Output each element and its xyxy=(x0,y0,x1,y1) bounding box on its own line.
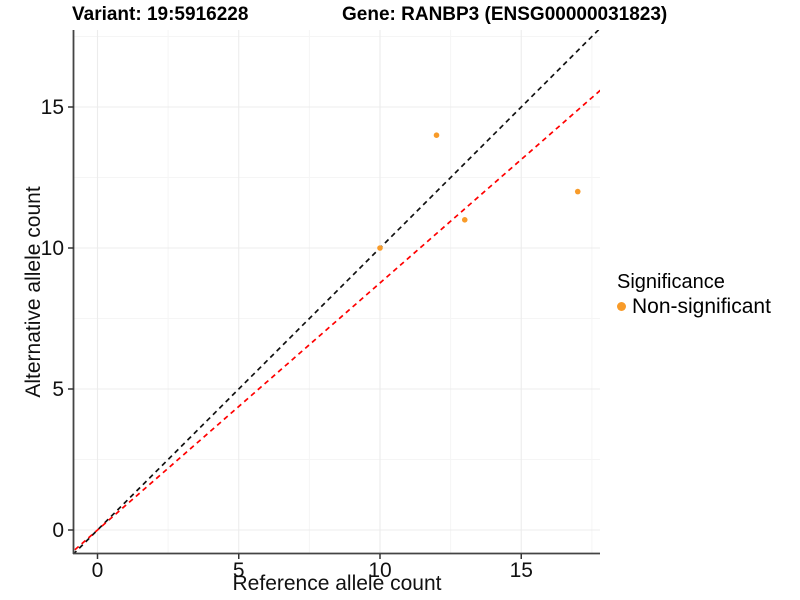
data-point xyxy=(433,132,440,138)
axis-tick-labels: 0 5 10 15 0 5 10 15 xyxy=(41,96,533,582)
identity-line xyxy=(74,30,600,553)
y-tick-label: 0 xyxy=(52,519,64,542)
x-tick-label: 0 xyxy=(92,559,104,582)
legend: Significance Non-significant xyxy=(617,271,771,318)
legend-point-icon xyxy=(617,302,626,312)
axis-lines xyxy=(72,30,600,555)
legend-item: Non-significant xyxy=(617,295,771,318)
data-point xyxy=(377,245,383,251)
fit-line xyxy=(74,89,600,552)
grid-minor-lines xyxy=(74,30,600,553)
y-tick-label: 5 xyxy=(52,378,64,401)
y-tick-label: 10 xyxy=(41,237,64,260)
axis-ticks xyxy=(68,106,522,559)
grid-major-lines xyxy=(74,30,600,553)
data-points xyxy=(377,132,581,251)
legend-item-label: Non-significant xyxy=(632,295,771,318)
plot-title-gene: Gene: RANBP3 (ENSG00000031823) xyxy=(342,4,668,25)
x-tick-label: 10 xyxy=(368,559,391,582)
x-tick-label: 5 xyxy=(233,559,245,582)
x-tick-label: 15 xyxy=(510,559,533,582)
legend-title: Significance xyxy=(617,271,725,293)
plot-title-variant: Variant: 19:5916228 xyxy=(72,4,249,25)
y-axis-title: Alternative allele count xyxy=(22,186,45,397)
data-point xyxy=(461,217,468,223)
data-point xyxy=(574,188,581,195)
reference-lines xyxy=(74,30,600,553)
y-tick-label: 15 xyxy=(41,96,64,119)
x-axis-title: Reference allele count xyxy=(233,572,442,595)
